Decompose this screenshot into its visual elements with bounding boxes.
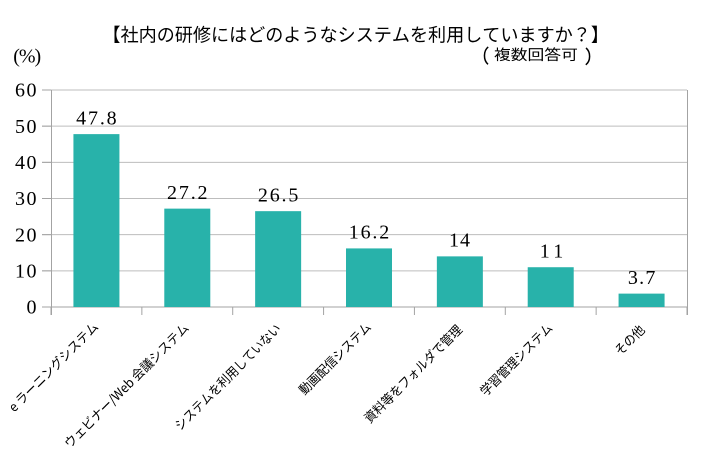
svg-text:50: 50 bbox=[15, 116, 37, 138]
svg-text:26.5: 26.5 bbox=[258, 184, 299, 206]
svg-text:60: 60 bbox=[15, 80, 37, 102]
svg-text:14: 14 bbox=[449, 230, 470, 252]
svg-text:(%): (%) bbox=[13, 46, 41, 68]
svg-text:27.2: 27.2 bbox=[167, 182, 208, 204]
svg-text:10: 10 bbox=[15, 260, 37, 282]
svg-text:40: 40 bbox=[15, 152, 37, 174]
svg-text:0: 0 bbox=[27, 297, 37, 319]
svg-text:16.2: 16.2 bbox=[349, 222, 390, 244]
svg-text:20: 20 bbox=[15, 224, 37, 246]
svg-text:3.7: 3.7 bbox=[628, 267, 656, 289]
svg-text:47.8: 47.8 bbox=[76, 107, 117, 129]
svg-text:30: 30 bbox=[15, 188, 37, 210]
